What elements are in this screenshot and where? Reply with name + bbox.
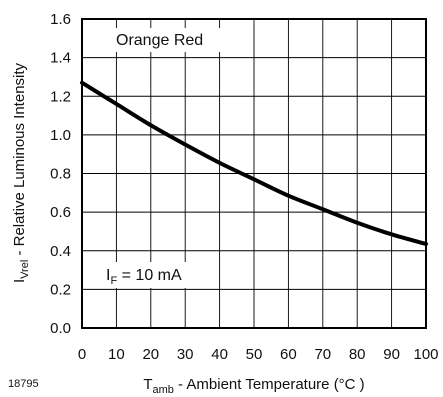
y-tick-label: 1.2 (50, 88, 71, 105)
x-tick-label: 70 (314, 346, 331, 363)
y-tick-label: 0.0 (50, 320, 71, 337)
y-axis-label-main: I (11, 279, 28, 283)
y-tick-label: 1.6 (50, 11, 71, 28)
x-tick-label: 30 (177, 346, 194, 363)
x-axis-label-sub: amb (152, 384, 173, 396)
y-axis-label-sub: Vrel (19, 260, 31, 279)
plot-frame (81, 18, 427, 329)
condition-label-sub: F (110, 275, 117, 287)
condition-label-rest: = 10 mA (117, 267, 182, 284)
x-tick-label: 80 (349, 346, 366, 363)
y-tick-labels: 0.0 0.2 0.4 0.6 0.8 1.0 1.2 1.4 1.6 (50, 11, 71, 337)
y-tick-label: 1.0 (50, 127, 71, 144)
x-axis-label: Tamb - Ambient Temperature (°C ) (143, 376, 364, 396)
x-tick-label: 50 (246, 346, 263, 363)
condition-label: IF = 10 mA (106, 267, 182, 287)
y-axis-label: IVrel - Relative Luminous Intensity (11, 62, 31, 283)
y-axis-label-rest: - Relative Luminous Intensity (11, 62, 28, 259)
y-tick-label: 0.4 (50, 243, 71, 260)
figure-id: 18795 (8, 378, 39, 390)
x-tick-label: 0 (78, 346, 86, 363)
condition-label-bg (102, 262, 212, 288)
x-tick-label: 100 (413, 346, 438, 363)
y-tick-label: 0.8 (50, 166, 71, 183)
legend-label-bg (108, 28, 222, 52)
x-tick-labels: 0 10 20 30 40 50 60 70 80 90 100 (78, 346, 439, 363)
x-axis-label-rest: - Ambient Temperature (°C ) (174, 376, 365, 393)
y-tick-label: 1.4 (50, 50, 71, 67)
legend-label: Orange Red (116, 32, 203, 49)
x-tick-label: 90 (383, 346, 400, 363)
condition-label-main: I (106, 267, 110, 284)
y-tick-label: 0.6 (50, 204, 71, 221)
series-line (80, 80, 428, 246)
x-tick-label: 20 (142, 346, 159, 363)
x-tick-label: 40 (211, 346, 228, 363)
x-tick-label: 60 (280, 346, 297, 363)
x-axis-label-main: T (143, 376, 152, 393)
x-tick-label: 10 (108, 346, 125, 363)
y-tick-label: 0.2 (50, 281, 71, 298)
